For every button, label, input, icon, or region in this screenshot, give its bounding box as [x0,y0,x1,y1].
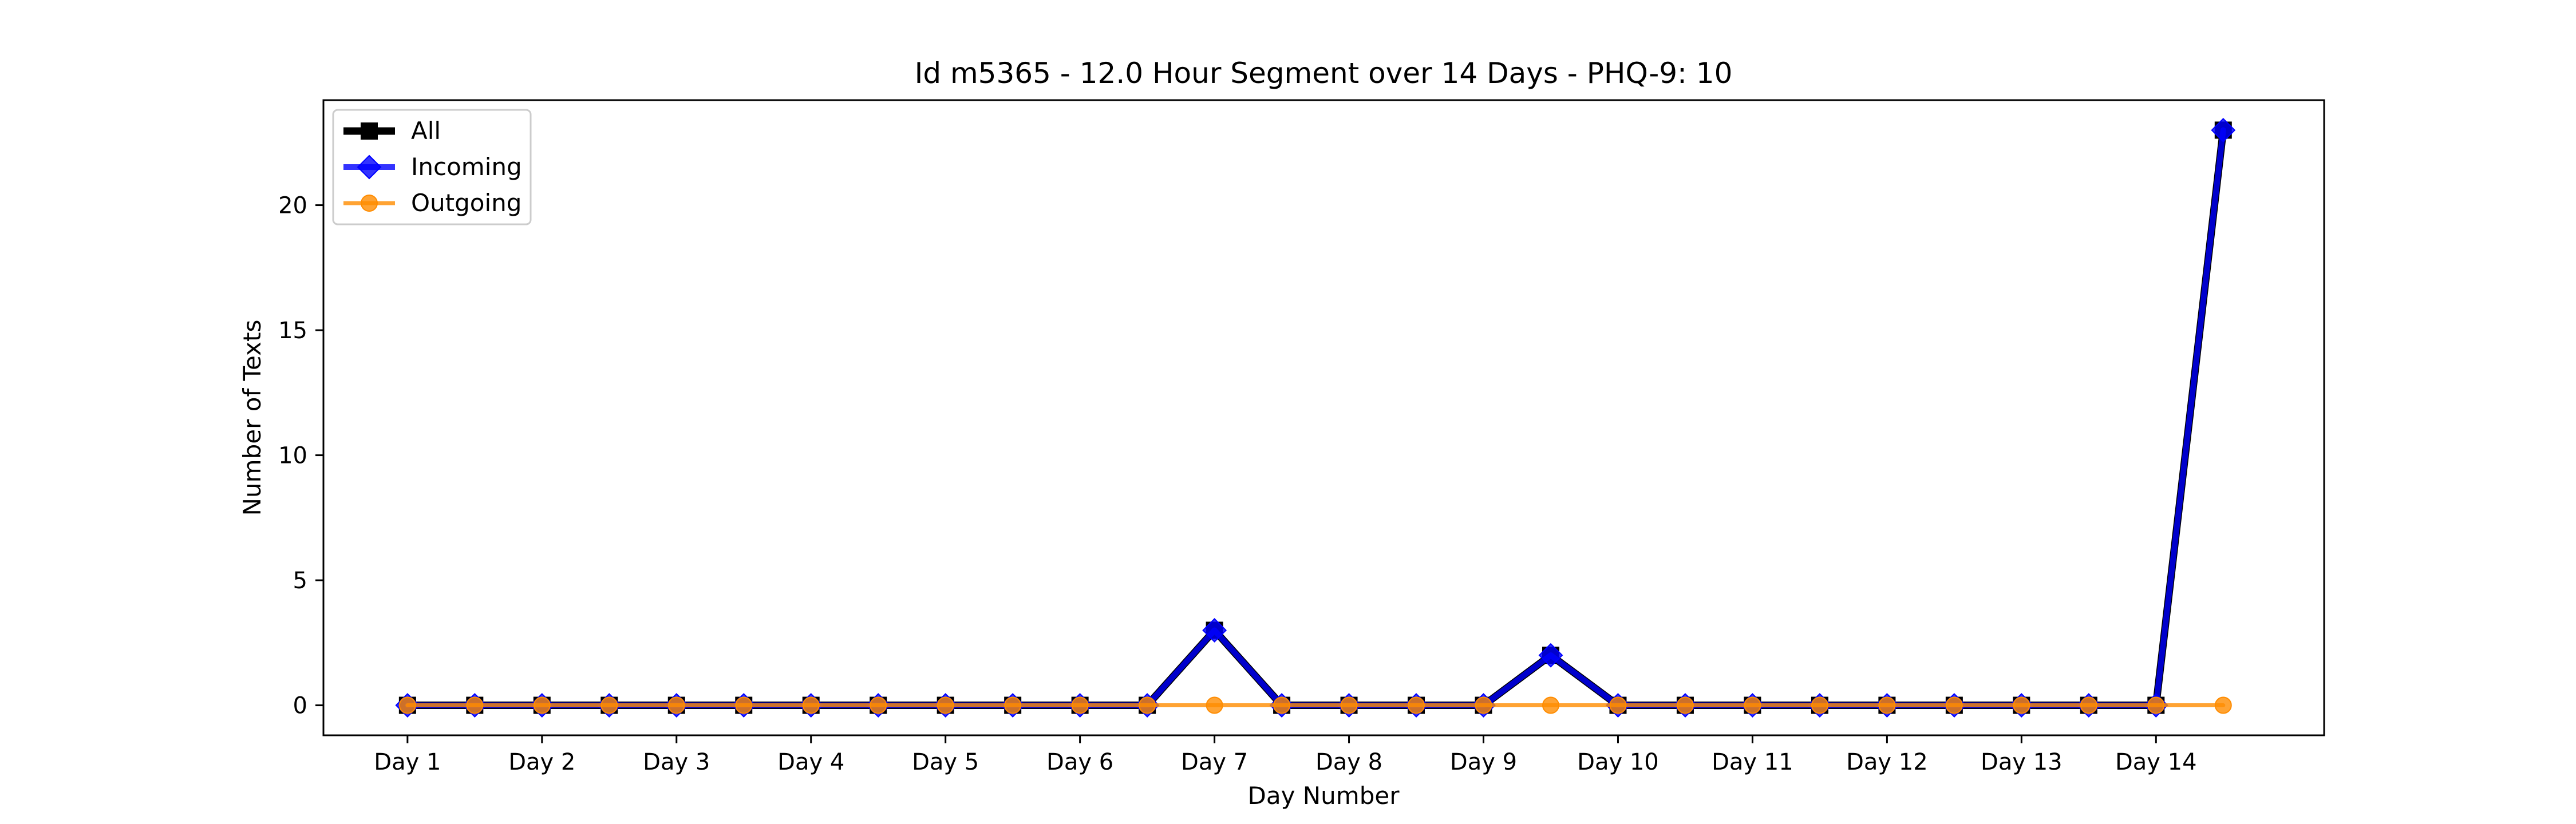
x-tick-label: Day 10 [1577,749,1659,775]
data-point-outgoing [1878,696,1896,714]
series-outgoing [398,696,2232,714]
x-tick-label: Day 14 [2115,749,2197,775]
legend-label: Incoming [411,153,522,181]
data-point-outgoing [1676,696,1694,714]
data-point-outgoing [533,696,551,714]
legend-swatch-marker [361,195,378,212]
data-point-incoming [1538,643,1563,668]
x-tick-label: Day 3 [643,749,710,775]
data-point-outgoing [1206,696,1223,714]
legend-swatch-marker [361,122,378,140]
x-tick-label: Day 7 [1181,749,1248,775]
data-point-outgoing [1609,696,1627,714]
data-point-outgoing [1542,696,1559,714]
x-tick-label: Day 11 [1712,749,1793,775]
data-point-incoming [1202,618,1227,643]
data-point-outgoing [2080,696,2097,714]
legend-item-incoming: Incoming [343,153,522,181]
x-tick-label: Day 6 [1046,749,1113,775]
data-point-outgoing [1811,696,1828,714]
x-tick-label: Day 9 [1450,749,1517,775]
y-tick-label: 0 [293,693,307,719]
legend-swatch-marker [357,154,382,180]
data-point-outgoing [2147,696,2165,714]
data-point-outgoing [2013,696,2030,714]
data-point-outgoing [735,696,753,714]
legend-frame [332,109,532,225]
legend-label: Outgoing [411,189,521,217]
data-point-outgoing [398,696,416,714]
x-tick-label: Day 13 [1981,749,2063,775]
plot-frame [322,99,2325,736]
x-tick-label: Day 8 [1315,749,1382,775]
chart-title: Id m5365 - 12.0 Hour Segment over 14 Day… [915,57,1733,90]
data-point-outgoing [1475,696,1492,714]
data-point-outgoing [870,696,887,714]
legend-item-all: All [343,117,441,145]
x-axis: Day 1 Day 2 Day 3 Day 4 Day 5 Day 6 Day 7 Day 8… [374,735,2197,775]
legend-item-outgoing: Outgoing [343,189,521,217]
y-tick-label: 15 [278,318,307,344]
data-point-outgoing [1340,696,1358,714]
data-point-outgoing [1744,696,1761,714]
x-tick-label: Day 2 [508,749,575,775]
y-tick-label: 10 [278,443,307,469]
x-tick-label: Day 12 [1846,749,1928,775]
data-point-outgoing [1004,696,1022,714]
legend-label: All [411,117,441,145]
data-point-outgoing [1139,696,1156,714]
legend: All Incoming Outgoing [332,109,532,225]
y-axis-label: Number of Texts [238,320,266,516]
data-point-outgoing [600,696,618,714]
data-point-outgoing [1071,696,1089,714]
data-point-outgoing [1408,696,1425,714]
data-point-outgoing [1273,696,1291,714]
data-point-outgoing [937,696,954,714]
y-tick-label: 20 [278,193,307,219]
x-axis-label: Day Number [1247,782,1400,810]
y-axis: 0 5 10 15 20 [278,193,323,719]
data-point-outgoing [466,696,484,714]
data-point-outgoing [1945,696,1963,714]
series-layer [395,118,2236,718]
x-tick-label: Day 1 [374,749,441,775]
data-point-incoming [2211,118,2236,142]
data-point-outgoing [802,696,820,714]
data-point-outgoing [667,696,685,714]
data-point-outgoing [2214,696,2232,714]
x-tick-label: Day 5 [912,749,979,775]
x-tick-label: Day 4 [777,749,844,775]
y-tick-label: 5 [293,568,307,594]
